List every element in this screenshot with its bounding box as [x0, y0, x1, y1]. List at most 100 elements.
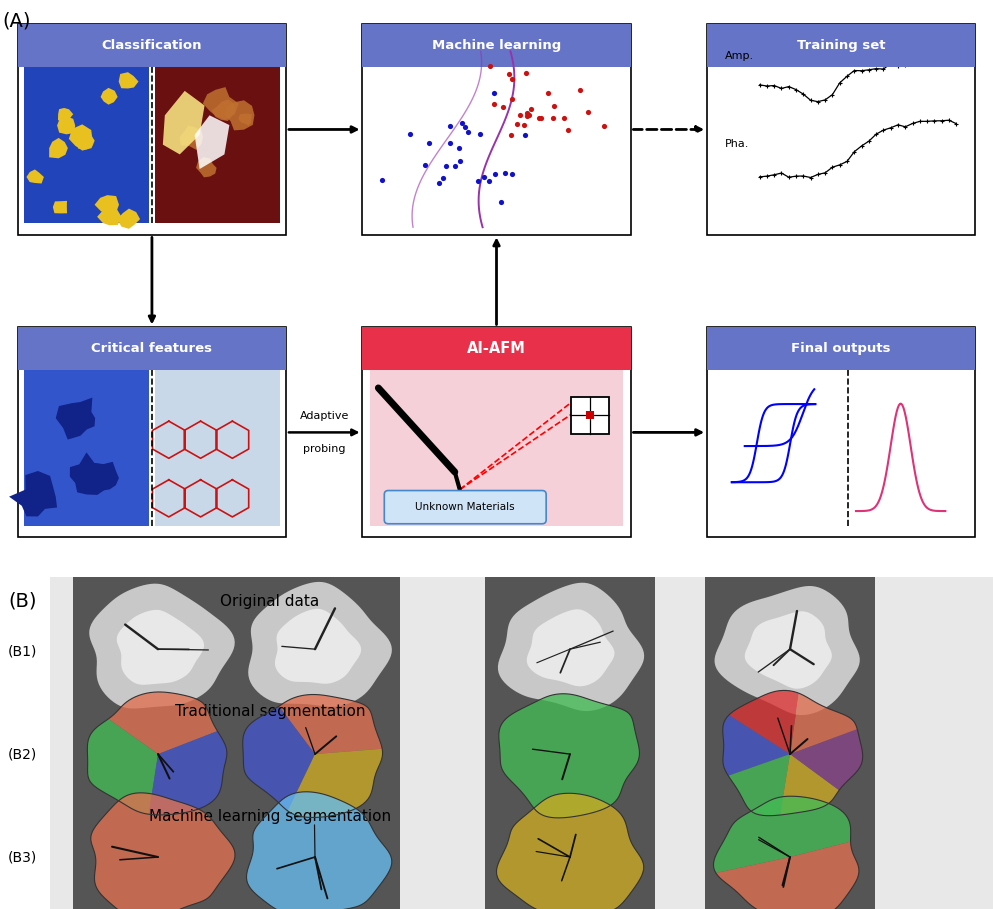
Bar — [485, 574, 655, 724]
Point — [452, 154, 468, 168]
Polygon shape — [242, 706, 315, 811]
Point — [472, 127, 488, 142]
Point — [504, 92, 520, 106]
Polygon shape — [97, 207, 121, 225]
Polygon shape — [70, 453, 107, 494]
Bar — [705, 574, 875, 724]
Polygon shape — [288, 749, 382, 817]
Bar — [230, 679, 400, 829]
Text: Final outputs: Final outputs — [791, 343, 891, 355]
Point — [531, 111, 547, 125]
Point — [487, 96, 502, 111]
Point — [447, 158, 463, 173]
FancyBboxPatch shape — [384, 491, 546, 524]
Text: Pha.: Pha. — [725, 139, 750, 149]
Polygon shape — [117, 610, 204, 684]
Bar — [24, 370, 149, 525]
Bar — [485, 782, 655, 909]
Polygon shape — [149, 731, 226, 814]
Point — [482, 59, 497, 74]
Point — [417, 158, 433, 173]
Point — [545, 110, 561, 125]
Text: Amp.: Amp. — [725, 51, 754, 61]
Bar — [485, 679, 655, 829]
Point — [511, 108, 527, 123]
Polygon shape — [196, 157, 216, 177]
Point — [572, 83, 588, 97]
Polygon shape — [238, 114, 252, 125]
Point — [451, 141, 467, 155]
FancyBboxPatch shape — [18, 25, 286, 235]
Bar — [705, 782, 875, 909]
Point — [470, 174, 486, 188]
Point — [556, 111, 572, 125]
Text: AI-AFM: AI-AFM — [467, 342, 526, 356]
Polygon shape — [716, 842, 859, 909]
Bar — [24, 67, 149, 223]
Point — [374, 174, 390, 188]
Text: Training set: Training set — [796, 39, 886, 53]
Point — [481, 174, 496, 188]
FancyBboxPatch shape — [707, 327, 975, 370]
Point — [454, 115, 470, 130]
Text: (B2): (B2) — [8, 747, 38, 761]
Text: probing: probing — [303, 445, 346, 454]
Polygon shape — [714, 796, 851, 873]
Point — [431, 175, 447, 190]
Polygon shape — [790, 729, 863, 790]
Polygon shape — [279, 694, 382, 754]
Text: Original data: Original data — [220, 594, 320, 609]
Polygon shape — [729, 691, 798, 754]
Bar — [155, 67, 280, 223]
Point — [560, 123, 576, 137]
Polygon shape — [526, 609, 615, 686]
Point — [516, 128, 532, 143]
Text: (B1): (B1) — [8, 644, 38, 658]
Point — [503, 127, 519, 142]
Point — [476, 170, 492, 185]
Polygon shape — [497, 583, 644, 711]
Point — [533, 111, 549, 125]
Point — [457, 120, 473, 135]
Point — [521, 107, 537, 122]
Bar — [586, 412, 594, 419]
Bar — [571, 396, 609, 434]
Polygon shape — [108, 692, 217, 754]
Point — [516, 118, 532, 133]
Text: Machine learning segmentation: Machine learning segmentation — [149, 809, 391, 824]
Polygon shape — [87, 719, 158, 814]
Polygon shape — [246, 792, 392, 909]
Text: Critical features: Critical features — [91, 343, 213, 355]
Polygon shape — [56, 397, 95, 440]
Polygon shape — [180, 125, 203, 150]
Polygon shape — [496, 794, 643, 909]
Point — [504, 72, 520, 86]
Point — [438, 159, 454, 174]
Polygon shape — [163, 91, 205, 155]
Polygon shape — [723, 715, 790, 775]
FancyBboxPatch shape — [707, 327, 975, 537]
Point — [519, 109, 535, 124]
Polygon shape — [498, 694, 639, 818]
Point — [518, 65, 534, 80]
Point — [401, 127, 417, 142]
Polygon shape — [275, 609, 361, 684]
Polygon shape — [745, 611, 832, 689]
Polygon shape — [203, 87, 238, 120]
Polygon shape — [790, 694, 857, 754]
FancyBboxPatch shape — [18, 327, 286, 370]
Text: (A): (A) — [2, 12, 31, 31]
Polygon shape — [728, 754, 790, 815]
Bar — [705, 679, 875, 829]
Bar — [73, 782, 243, 909]
Polygon shape — [212, 99, 235, 121]
Point — [504, 166, 520, 181]
FancyBboxPatch shape — [362, 25, 631, 235]
Bar — [73, 574, 243, 724]
Bar — [230, 574, 400, 724]
Point — [442, 118, 458, 133]
Point — [496, 100, 511, 115]
FancyBboxPatch shape — [362, 25, 631, 67]
Polygon shape — [58, 108, 73, 120]
Text: Machine learning: Machine learning — [432, 39, 561, 53]
